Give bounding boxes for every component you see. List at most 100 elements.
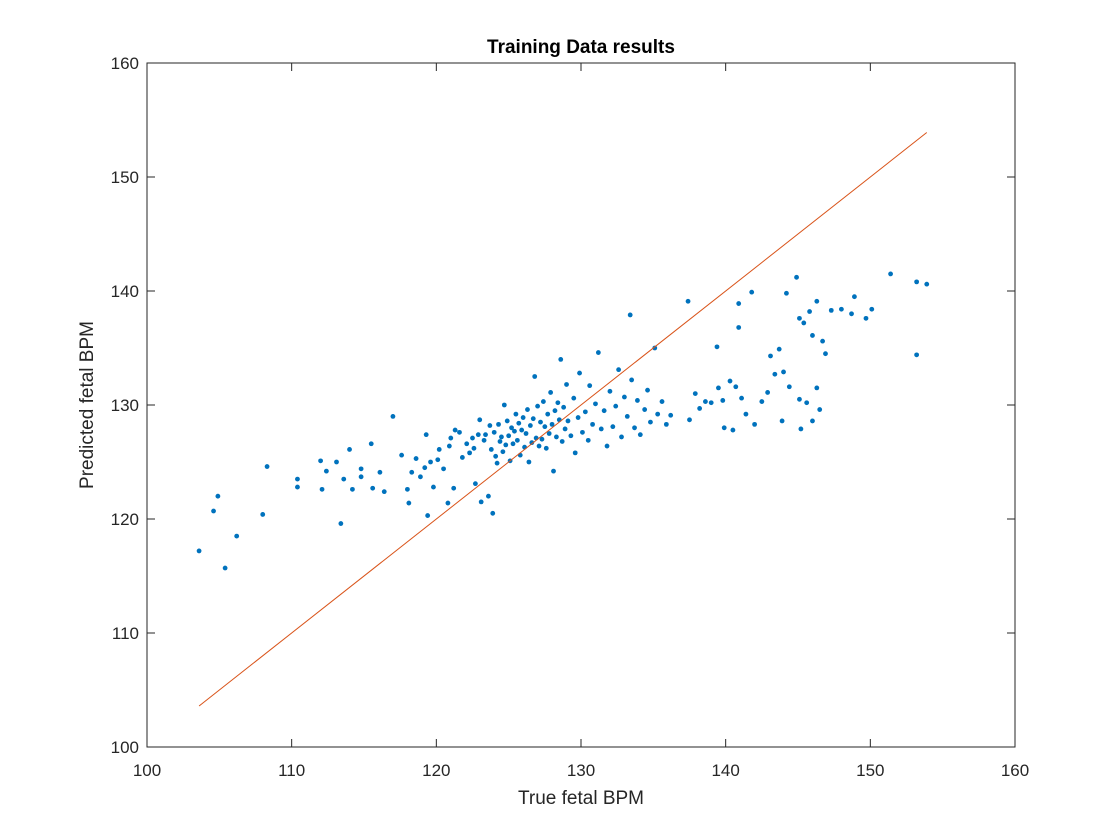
scatter-point: [554, 434, 559, 440]
scatter-point: [804, 400, 810, 406]
scatter-point: [494, 460, 500, 466]
scatter-point: [781, 369, 786, 375]
scatter-point: [488, 447, 494, 452]
scatter-point: [500, 449, 506, 455]
scatter-point: [452, 427, 458, 433]
scatter-point: [341, 476, 347, 482]
y-tick-label: 100: [111, 738, 139, 757]
scatter-point: [399, 452, 405, 458]
scatter-point: [504, 418, 510, 424]
scatter-point: [601, 408, 607, 414]
scatter-point: [264, 464, 270, 469]
scatter-point: [406, 500, 412, 506]
scatter-point: [727, 378, 733, 384]
scatter-point: [503, 442, 509, 448]
y-tick-label: 120: [111, 510, 139, 529]
scatter-point: [810, 333, 815, 338]
ticks-layer: 100 110 120 130 140 150 160 100 110 120 130 140 150 1…: [111, 54, 1030, 780]
scatter-point: [318, 458, 323, 464]
y-tick-label: 150: [111, 168, 139, 187]
scatter-point: [477, 417, 483, 423]
scatter-point: [435, 457, 441, 463]
scatter-point: [743, 411, 749, 417]
scatter-point: [546, 431, 552, 436]
scatter-point: [784, 290, 789, 296]
x-tick-label: 140: [711, 761, 739, 780]
scatter-point: [405, 486, 410, 492]
scatter-point: [358, 474, 364, 480]
scatter-point: [413, 456, 419, 461]
scatter-point: [425, 513, 431, 518]
scatter-point: [496, 421, 501, 427]
scatter-point: [483, 432, 488, 438]
scatter-point: [370, 485, 376, 491]
scatter-point: [538, 419, 543, 425]
scatter-point: [759, 399, 765, 404]
scatter-point: [490, 510, 496, 516]
scatter-point: [863, 315, 869, 321]
scatter-point: [703, 399, 708, 404]
scatter-point: [486, 493, 491, 499]
marks-layer: [196, 132, 930, 707]
y-tick-label: 140: [111, 282, 139, 301]
scatter-point: [577, 370, 582, 376]
scatter-point: [736, 325, 742, 330]
scatter-point: [506, 433, 512, 439]
scatter-point: [338, 521, 344, 526]
scatter-point: [685, 298, 691, 304]
scatter-point: [797, 315, 802, 321]
x-tick-label: 130: [567, 761, 595, 780]
scatter-point: [839, 306, 844, 312]
scatter-point: [668, 412, 674, 418]
scatter-point: [542, 424, 548, 430]
scatter-point: [499, 434, 504, 440]
scatter-point: [323, 468, 329, 474]
scatter-point: [798, 426, 804, 432]
scatter-point: [295, 484, 300, 490]
scatter-point: [595, 350, 601, 355]
x-tick-label: 120: [422, 761, 450, 780]
scatter-point: [509, 425, 514, 431]
scatter-point: [627, 312, 633, 318]
scatter-point: [472, 481, 478, 487]
scatter-point: [512, 428, 517, 434]
scatter-point: [377, 469, 383, 475]
scatter-point: [655, 411, 661, 417]
scatter-point: [692, 391, 698, 396]
x-tick-label: 110: [278, 761, 305, 780]
scatter-point: [852, 294, 857, 300]
scatter-point: [561, 404, 567, 410]
scatter-point: [350, 486, 355, 492]
scatter-point: [445, 500, 451, 506]
scatter-point: [551, 468, 556, 474]
scatter-point: [604, 443, 610, 449]
scatter-point: [513, 411, 519, 417]
scatter-point: [786, 384, 792, 390]
scatter-point: [768, 353, 773, 359]
scatter-point: [807, 309, 812, 314]
scatter-point: [613, 403, 619, 409]
scatter-point: [637, 432, 643, 438]
scatter-point: [475, 432, 481, 438]
scatter-point: [428, 459, 433, 465]
scatter-point: [418, 474, 423, 480]
scatter-point: [552, 408, 558, 414]
scatter-point: [487, 423, 493, 428]
scatter-point: [810, 418, 815, 424]
scatter-point: [514, 437, 520, 443]
scatter-point: [535, 403, 540, 409]
scatter-point: [765, 390, 771, 395]
scatter-point: [721, 425, 727, 431]
scatter-point: [610, 424, 616, 430]
scatter-point: [493, 453, 499, 459]
scatter-point: [580, 429, 585, 435]
scatter-point: [568, 433, 574, 439]
scatter-point: [548, 390, 554, 395]
scatter-point: [616, 367, 622, 373]
identity-line: [198, 132, 928, 707]
scatter-point: [470, 435, 475, 441]
scatter-point: [571, 395, 577, 401]
scatter-point: [814, 385, 820, 391]
scatter-point: [924, 281, 930, 287]
